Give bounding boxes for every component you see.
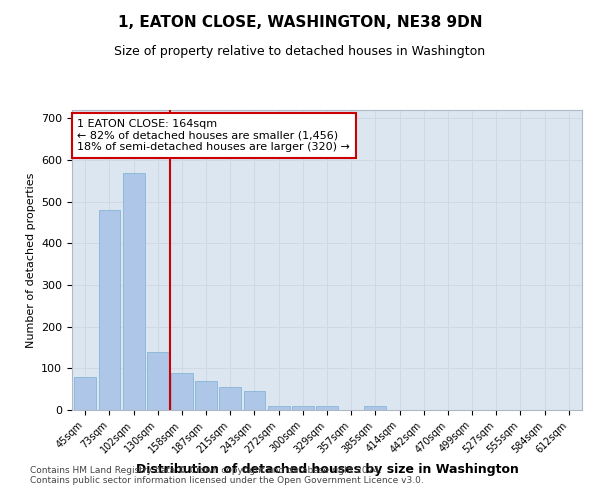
Bar bbox=[292, 406, 314, 410]
Bar bbox=[220, 387, 241, 410]
Text: Size of property relative to detached houses in Washington: Size of property relative to detached ho… bbox=[115, 45, 485, 58]
Text: 1, EATON CLOSE, WASHINGTON, NE38 9DN: 1, EATON CLOSE, WASHINGTON, NE38 9DN bbox=[118, 15, 482, 30]
Y-axis label: Number of detached properties: Number of detached properties bbox=[26, 172, 35, 348]
Bar bbox=[268, 406, 290, 410]
Bar bbox=[74, 376, 96, 410]
Bar bbox=[316, 406, 338, 410]
Bar bbox=[364, 406, 386, 410]
Bar bbox=[244, 391, 265, 410]
Bar bbox=[171, 372, 193, 410]
Bar bbox=[147, 352, 169, 410]
Text: Contains HM Land Registry data © Crown copyright and database right 2024.
Contai: Contains HM Land Registry data © Crown c… bbox=[30, 466, 424, 485]
Bar bbox=[123, 172, 145, 410]
Bar bbox=[98, 210, 121, 410]
X-axis label: Distribution of detached houses by size in Washington: Distribution of detached houses by size … bbox=[136, 463, 518, 476]
Text: 1 EATON CLOSE: 164sqm
← 82% of detached houses are smaller (1,456)
18% of semi-d: 1 EATON CLOSE: 164sqm ← 82% of detached … bbox=[77, 119, 350, 152]
Bar bbox=[195, 381, 217, 410]
